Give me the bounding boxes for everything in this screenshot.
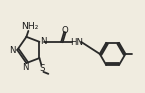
Text: N: N <box>22 64 29 72</box>
Text: NH₂: NH₂ <box>21 23 38 32</box>
Text: N: N <box>9 46 16 55</box>
Text: N: N <box>40 37 47 46</box>
Text: S: S <box>40 64 45 73</box>
Text: HN: HN <box>71 38 84 47</box>
Text: O: O <box>62 27 69 35</box>
